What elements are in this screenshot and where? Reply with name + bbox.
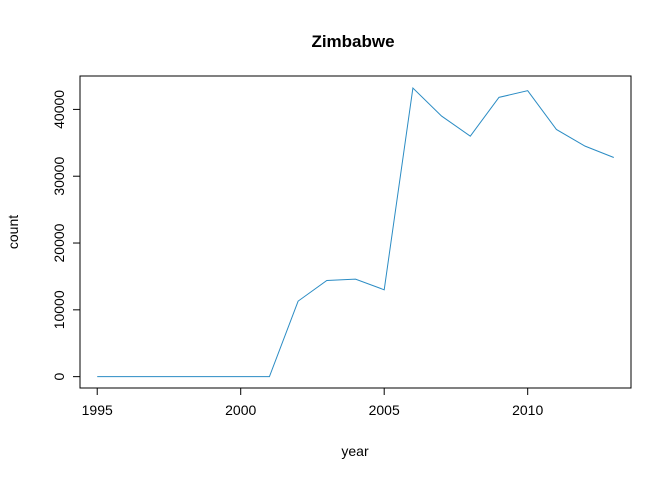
x-axis-label: year <box>341 443 369 459</box>
y-axis-label: count <box>5 215 21 249</box>
x-tick-label: 1995 <box>82 402 113 418</box>
chart-title: Zimbabwe <box>311 32 394 51</box>
y-tick-label: 40000 <box>51 90 67 129</box>
series-layer <box>97 86 614 378</box>
y-axis: 0 10000 20000 30000 40000 <box>51 90 81 381</box>
y-tick-label: 0 <box>51 373 67 381</box>
y-tick-label: 20000 <box>51 223 67 262</box>
x-axis: 1995 2000 2005 2010 <box>82 387 543 418</box>
y-tick-label: 30000 <box>51 157 67 196</box>
x-tick-label: 2005 <box>369 402 400 418</box>
x-tick-label: 2010 <box>512 402 543 418</box>
plot-frame <box>79 75 632 389</box>
x-tick-label: 2000 <box>225 402 256 418</box>
y-tick-label: 10000 <box>51 290 67 329</box>
series-line <box>97 86 614 378</box>
